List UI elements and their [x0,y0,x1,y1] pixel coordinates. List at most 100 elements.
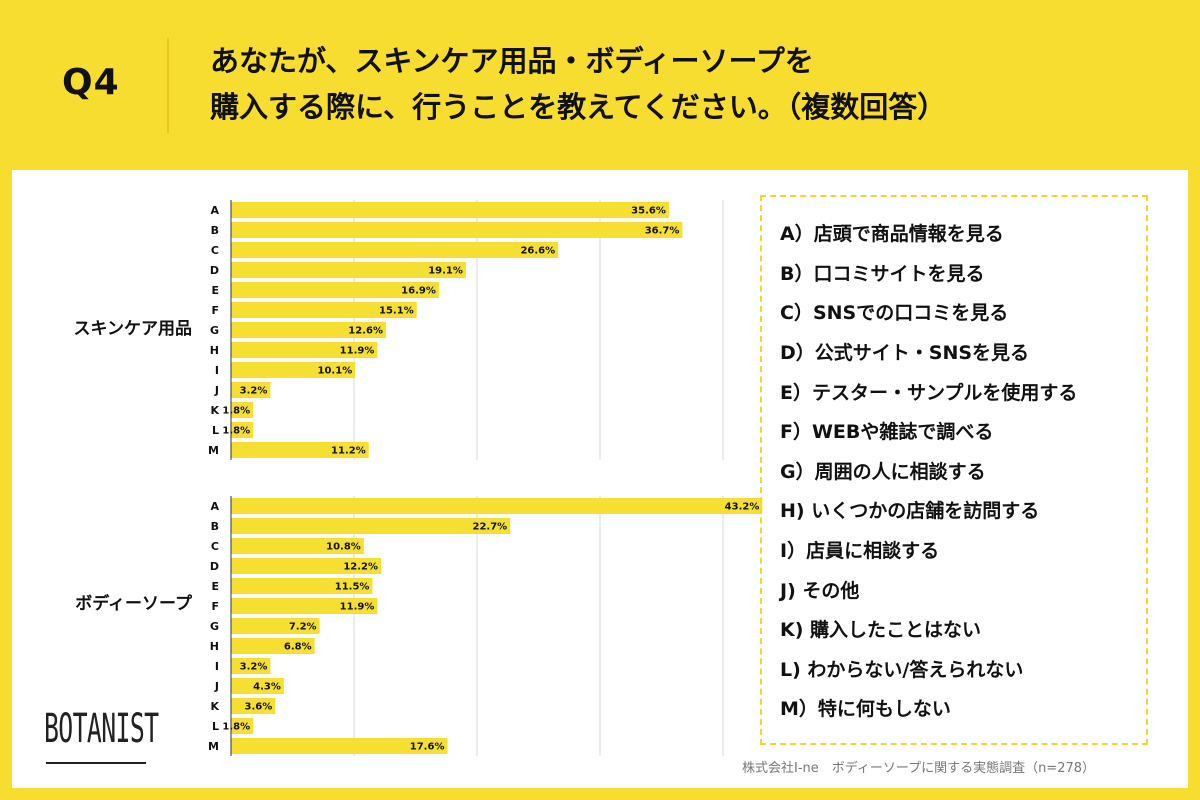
bodysoap-category-label-a: A [210,500,219,513]
skincare-bar-i [231,362,356,378]
bodysoap-category-label-m: M [208,740,219,753]
bodysoap-value-label-d: 12.2% [343,562,378,573]
skincare-category-label-c: C [211,244,219,257]
legend-item-c: C）SNSでの口コミを見る [780,302,1009,324]
bodysoap-bar-j [231,678,284,694]
bodysoap-category-label-h: H [210,640,219,653]
bodysoap-value-label-f: 11.9% [340,602,375,613]
bodysoap-value-label-e: 11.5% [335,582,370,593]
bodysoap-value-label-b: 22.7% [473,522,508,533]
skincare-bar-d [231,262,466,278]
skincare-category-label-k: K [210,404,219,417]
skincare-value-label-j: 3.2% [240,386,268,397]
skincare-category-label-m: M [208,444,219,457]
legend-item-i: I）店員に相談する [780,540,940,562]
bodysoap-bar-k [231,698,276,714]
legend-box: A）店頭で商品情報を見る B）口コミサイトを見る C）SNSでの口コミを見る D… [760,195,1148,745]
skincare-value-label-d: 19.1% [428,266,463,277]
bodysoap-bar-d [231,558,382,574]
skincare-value-label-f: 15.1% [379,306,414,317]
skincare-category-label-j: J [214,384,219,397]
bodysoap-value-label-l: 1.8% [222,722,250,733]
skincare-value-label-e: 16.9% [401,286,436,297]
header-divider [167,38,169,133]
bodysoap-category-label-f: F [211,600,219,613]
skincare-category-label-b: B [211,224,219,237]
bodysoap-category-label-j: J [214,680,219,693]
skincare-value-label-b: 36.7% [645,226,680,237]
skincare-bar-l [231,422,254,438]
bodysoap-bar-g [231,618,320,634]
skincare-category-label-g: G [210,324,219,337]
bodysoap-bar-a [231,498,763,514]
skincare-value-label-l: 1.8% [222,426,250,437]
skincare-value-label-c: 26.6% [520,246,555,257]
legend-item-l: L) わからない/答えられない [780,659,1024,681]
question-title-line-2: 購入する際に、行うことを教えてください。（複数回答） [210,90,947,124]
legend-item-j: J) その他 [780,580,860,602]
skincare-category-label-h: H [210,344,219,357]
legend-item-k: K) 購入したことはない [780,619,982,641]
bodysoap-bar-l [231,718,254,734]
skincare-category-label-i: I [215,364,219,377]
bodysoap-value-label-a: 43.2% [725,502,760,513]
skincare-category-label-e: E [211,284,219,297]
skincare-category-label-l: L [212,424,219,437]
bodysoap-bar-h [231,638,315,654]
legend-item-h: H) いくつかの店舗を訪問する [780,500,1040,522]
skincare-group-label: スキンケア用品 [74,319,193,339]
skincare-bar-j [231,382,271,398]
bodysoap-category-label-d: D [210,560,219,573]
legend-item-b: B）口コミサイトを見る [780,263,985,285]
skincare-bar-m [231,442,369,458]
bodysoap-bar-c [231,538,364,554]
skincare-value-label-h: 11.9% [340,346,375,357]
skincare-bar-a [231,202,669,218]
skincare-bar-g [231,322,386,338]
question-title-line-1: あなたが、スキンケア用品・ボディーソープを [210,44,814,78]
skincare-category-label-a: A [210,204,219,217]
skincare-bar-e [231,282,439,298]
skincare-category-label-f: F [211,304,219,317]
skincare-bar-h [231,342,378,358]
skincare-value-label-m: 11.2% [331,446,366,457]
bodysoap-bar-b [231,518,511,534]
bodysoap-value-label-h: 6.8% [284,642,312,653]
header: Q4 あなたが、スキンケア用品・ボディーソープを 購入する際に、行うことを教えて… [0,0,1200,170]
footer-note: 株式会社I-ne ボディーソープに関する実態調査（n=278） [742,761,1096,776]
bodysoap-bar-e [231,578,373,594]
logo-underline [46,762,146,764]
skincare-bar-c [231,242,559,258]
bodysoap-bar-i [231,658,271,674]
bodysoap-value-label-g: 7.2% [289,622,317,633]
bodysoap-category-label-l: L [212,720,219,733]
skincare-bar-b [231,222,683,238]
bodysoap-value-label-i: 3.2% [240,662,268,673]
skincare-value-label-a: 35.6% [631,206,666,217]
bodysoap-value-label-c: 10.8% [326,542,361,553]
bodysoap-bar-m [231,738,448,754]
skincare-value-label-k: 1.8% [222,406,250,417]
bodysoap-bar-f [231,598,378,614]
question-label: Q4 [62,62,120,103]
bodysoap-category-label-i: I [215,660,219,673]
skincare-bar-f [231,302,417,318]
bodysoap-category-label-b: B [211,520,219,533]
skincare-bar-k [231,402,254,418]
legend-item-a: A）店頭で商品情報を見る [780,223,1004,245]
bodysoap-category-label-c: C [211,540,219,553]
bodysoap-category-label-e: E [211,580,219,593]
legend-item-f: F）WEBや雑誌で調べる [780,421,994,443]
question-title: あなたが、スキンケア用品・ボディーソープを 購入する際に、行うことを教えてくださ… [210,38,946,130]
skincare-category-label-d: D [210,264,219,277]
bodysoap-category-label-g: G [210,620,219,633]
bodysoap-value-label-j: 4.3% [253,682,281,693]
legend-item-m: M）特に何もしない [780,698,951,720]
bodysoap-value-label-k: 3.6% [245,702,273,713]
legend-item-d: D）公式サイト・SNSを見る [780,342,1030,364]
bodysoap-group-label: ボディーソープ [75,593,193,614]
skincare-value-label-i: 10.1% [318,366,353,377]
botanist-logo: BOTANIST [44,706,159,752]
legend-item-e: E）テスター・サンプルを使用する [780,382,1078,404]
